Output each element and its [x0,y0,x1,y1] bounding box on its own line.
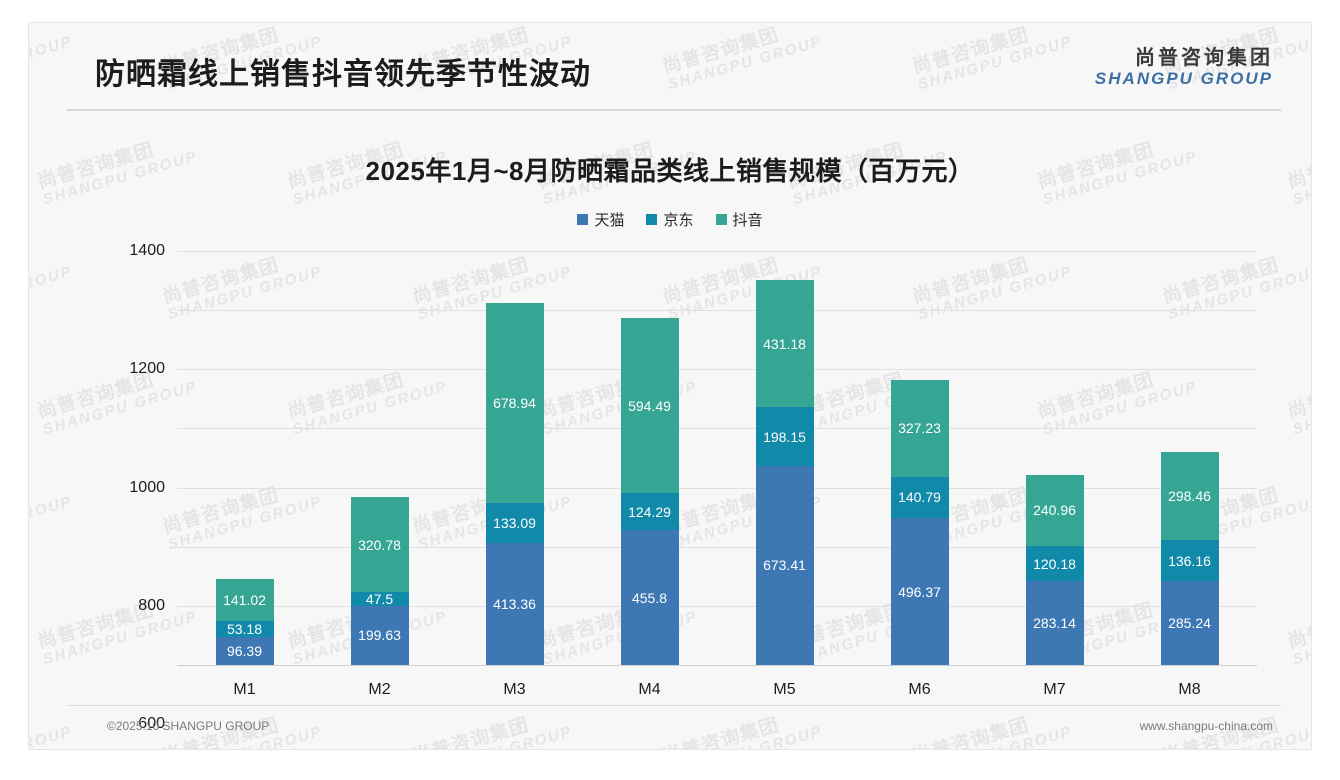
bar-segment-京东[interactable]: 120.18 [1025,545,1084,582]
legend-swatch-icon [577,214,589,225]
x-axis-tick-label: M1 [233,681,256,698]
legend-label: 天猫 [594,212,625,229]
bar-segment-京东[interactable]: 47.5 [350,591,409,606]
page-title: 防晒霜线上销售抖音领先季节性波动 [95,58,591,91]
legend-item-京东[interactable]: 京东 [646,209,694,230]
footer-copyright: ©2025.10 SHANGPU GROUP [107,719,270,733]
gridline: 200 [177,605,1257,607]
bar-group-M5[interactable]: 431.18 198.15 673.41 M5 [755,251,814,698]
x-axis-tick-label: M5 [773,681,796,698]
x-axis-tick-label: M3 [503,681,526,698]
x-axis-tick-label: M4 [638,681,661,698]
legend-swatch-icon [715,214,727,225]
bar-group-M2[interactable]: 320.78 47.5 199.63 M2 [350,251,409,698]
bar-segment-抖音[interactable]: 594.49 [620,317,679,494]
bar-group-M3[interactable]: 678.94 133.09 413.36 M3 [485,251,544,698]
bar-segment-京东[interactable]: 198.15 [755,407,814,466]
x-axis-tick-label: M6 [908,681,931,698]
bar-group-M6[interactable]: 327.23 140.79 496.37 M6 [890,251,949,698]
bar-group-M4[interactable]: 594.49 124.29 455.8 M4 [620,251,679,698]
bar-segment-天猫[interactable]: 285.24 [1160,580,1219,665]
x-axis-tick-label: M8 [1178,681,1201,698]
slide-footer: ©2025.10 SHANGPU GROUP www.shangpu-china… [29,705,1311,749]
bar-segment-天猫[interactable]: 673.41 [755,465,814,665]
bar-segment-抖音[interactable]: 431.18 [755,279,814,408]
bar-segment-天猫[interactable]: 283.14 [1025,581,1084,665]
slide-header: 防晒霜线上销售抖音领先季节性波动 尚普咨询集团 SHANGPU GROUP [29,23,1311,111]
brand-name-en: SHANGPU GROUP [1094,69,1273,89]
bar-segment-天猫[interactable]: 413.36 [485,542,544,665]
chart-legend: 天猫 京东 抖音 [29,209,1311,230]
y-axis-tick-label: 600 [138,715,165,733]
legend-label: 抖音 [732,212,763,229]
legend-item-抖音[interactable]: 抖音 [715,209,763,230]
bar-series-container: 141.02 53.18 96.39 M1 320.78 47.5 199.63 M2 678.… [177,251,1257,698]
gridline: 1400 [129,242,1257,259]
bar-segment-天猫[interactable]: 96.39 [215,636,274,665]
bar-group-M1[interactable]: 141.02 53.18 96.39 M1 [215,251,274,698]
bar-segment-抖音[interactable]: 298.46 [1160,452,1219,541]
y-axis-tick-label: 1400 [129,242,165,259]
bar-segment-抖音[interactable]: 240.96 [1025,474,1084,546]
y-axis-tick-label: 800 [138,596,165,614]
bar-segment-抖音[interactable]: 678.94 [485,302,544,504]
chart-plot-area: 1400 1200 1000 800 600 400 200 0 141.0253.1896.… [129,242,1257,732]
bar-group-M7[interactable]: 240.96 120.18 283.14 M7 [1025,251,1084,698]
bar-segment-京东[interactable]: 136.16 [1160,540,1219,581]
bar-segment-抖音[interactable]: 320.78 [350,497,409,592]
legend-label: 京东 [663,212,694,229]
footer-divider [67,705,1281,706]
gridline: 400 [177,546,1257,548]
bar-segment-京东[interactable]: 53.18 [215,620,274,637]
y-axis-tick-label: 1000 [129,478,165,496]
bar-segment-抖音[interactable]: 327.23 [890,379,949,477]
gridline: 1000 [129,369,1257,496]
x-axis-tick-label: M7 [1043,681,1066,698]
legend-swatch-icon [646,214,658,225]
bar-group-M8[interactable]: 298.46 136.16 285.24 M8 [1160,251,1219,698]
y-axis-tick-label: 1200 [129,360,165,378]
bar-segment-天猫[interactable]: 199.63 [350,605,409,665]
bar-segment-京东[interactable]: 140.79 [890,476,949,519]
bar-segment-抖音[interactable]: 141.02 [215,579,274,621]
bar-segment-京东[interactable]: 133.09 [485,503,544,543]
brand-logo: 尚普咨询集团 SHANGPU GROUP [1095,47,1273,88]
chart-title: 2025年1月~8月防晒霜品类线上销售规模（百万元） [365,156,975,186]
brand-name-cn: 尚普咨询集团 [1135,47,1273,69]
bar-segment-京东[interactable]: 124.29 [620,493,679,531]
gridline: 600 [138,487,1257,732]
bar-segment-天猫[interactable]: 496.37 [890,518,949,665]
x-axis-tick-label: M2 [368,681,391,698]
gridline: 1200 [129,310,1257,377]
legend-item-天猫[interactable]: 天猫 [577,209,624,230]
header-divider [67,109,1281,111]
bar-segment-天猫[interactable]: 455.8 [620,530,679,665]
gridline: 0 [177,665,1257,666]
gridline: 800 [138,428,1257,614]
footer-website[interactable]: www.shangpu-china.com [1139,719,1273,733]
